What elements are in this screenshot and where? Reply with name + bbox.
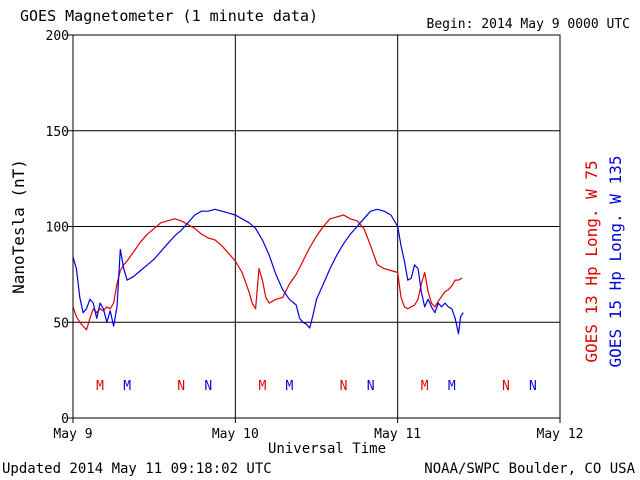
tick-labels: 0 50 100 150 200 May 9 May 10 May 11 May 12 xyxy=(46,29,584,442)
marker-n: N xyxy=(367,379,375,394)
grid xyxy=(73,35,560,418)
y-tick-label: 100 xyxy=(46,221,69,236)
marker-m: M xyxy=(421,379,429,394)
series-line-goes15 xyxy=(72,208,464,335)
x-tick-label: May 9 xyxy=(53,427,92,442)
goes15-series-label: GOES 15 Hp Long. W 135 xyxy=(606,156,625,368)
x-tick-label: May 11 xyxy=(374,427,421,442)
marker-m: M xyxy=(123,379,131,394)
x-axis-title: Universal Time xyxy=(268,441,387,457)
y-tick-label: 50 xyxy=(53,316,69,331)
updated-timestamp: Updated 2014 May 11 09:18:02 UTC xyxy=(2,461,272,477)
series-line-goes13 xyxy=(72,214,463,331)
series-lines xyxy=(72,208,464,335)
marker-m: M xyxy=(258,379,266,394)
x-tick-label: May 10 xyxy=(212,427,259,442)
goes13-series-label: GOES 13 Hp Long. W 75 xyxy=(582,160,601,362)
y-tick-label: 150 xyxy=(46,125,69,140)
x-tick-label: May 12 xyxy=(537,427,584,442)
marker-n: N xyxy=(529,379,537,394)
marker-n: N xyxy=(204,379,212,394)
credit-line: NOAA/SWPC Boulder, CO USA xyxy=(424,461,635,477)
axis-and-series-labels: NanoTesla (nT) GOES 13 Hp Long. W 75 GOES … xyxy=(9,156,625,368)
marker-n: N xyxy=(502,379,510,394)
begin-time: Begin: 2014 May 9 0000 UTC xyxy=(426,17,631,32)
marker-m: M xyxy=(286,379,294,394)
chart-title: GOES Magnetometer (1 minute data) xyxy=(20,7,319,25)
y-tick-label: 200 xyxy=(46,29,69,44)
marker-n: N xyxy=(340,379,348,394)
marker-n: N xyxy=(177,379,185,394)
y-tick-label: 0 xyxy=(61,412,69,427)
y-axis-title: NanoTesla (nT) xyxy=(9,159,28,294)
marker-m: M xyxy=(448,379,456,394)
marker-m: M xyxy=(96,379,104,394)
